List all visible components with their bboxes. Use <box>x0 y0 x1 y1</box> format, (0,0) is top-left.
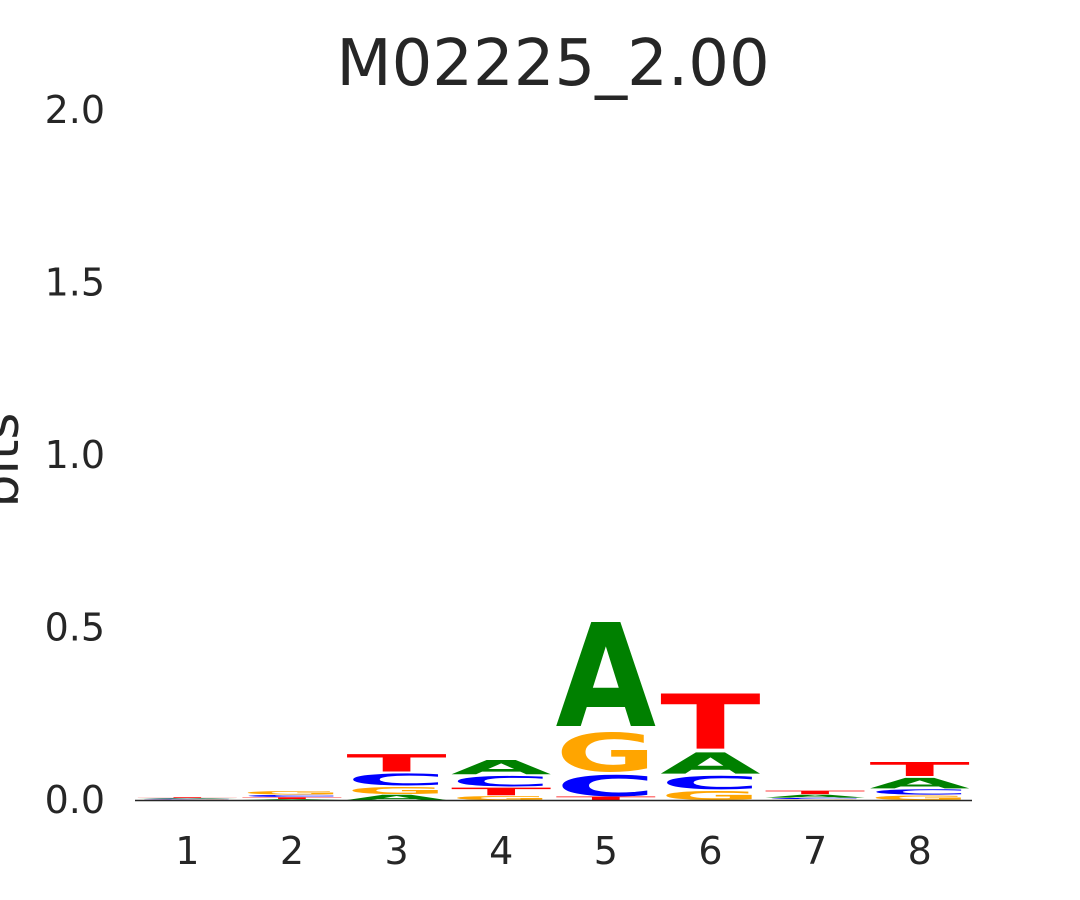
x-tick-label: 3 <box>384 829 408 873</box>
logo-letter-a: A <box>242 799 342 800</box>
logo-letter-c: C <box>346 771 446 789</box>
logo-letter-t: T <box>242 797 342 800</box>
x-tick-label: 6 <box>698 829 722 873</box>
logo-letter-g: G <box>242 791 342 796</box>
y-tick-label: 0.0 <box>45 778 105 822</box>
logo-letter-t: T <box>346 749 447 777</box>
logo-letter-a: A <box>556 594 656 760</box>
y-tick-label: 1.0 <box>45 433 105 477</box>
logo-letter-t: T <box>765 790 865 796</box>
logo-letter-g: G <box>556 722 656 784</box>
x-tick-label: 8 <box>908 829 932 873</box>
logo-letter-a: A <box>346 793 446 801</box>
y-tick-label: 1.5 <box>45 261 105 305</box>
x-tick-label: 2 <box>280 829 304 873</box>
logo-letter-g: G <box>765 799 865 800</box>
logo-letter-t: T <box>137 797 237 798</box>
logo-letter-c: C <box>556 770 656 803</box>
x-tick-label: 1 <box>175 829 199 873</box>
logo-letter-t: T <box>451 786 551 798</box>
logo-letter-g: G <box>451 795 551 801</box>
logo-letter-c: C <box>137 799 237 800</box>
logo-letter-a: A <box>765 794 865 799</box>
x-tick-label: 7 <box>803 829 827 873</box>
logo-letter-t: T <box>869 758 970 780</box>
logo-letter-a: A <box>137 798 237 799</box>
y-axis-ticks: 0.0 0.5 1.0 1.5 2.0 <box>45 88 105 822</box>
logo-letter-t: T <box>660 678 761 767</box>
chart-title: M02225_2.00 <box>336 27 769 101</box>
logo-letter-c: C <box>660 773 760 794</box>
logo-letter-g: G <box>869 794 969 801</box>
x-axis-ticks: 1 2 3 4 5 6 7 8 <box>175 829 932 873</box>
x-tick-label: 5 <box>594 829 618 873</box>
x-tick-label: 4 <box>489 829 513 873</box>
y-tick-label: 2.0 <box>45 88 105 132</box>
logo-letter-c: C <box>451 773 551 789</box>
y-axis-title: bits <box>0 413 31 508</box>
logo-letter-c: C <box>765 797 865 799</box>
y-tick-label: 0.5 <box>45 606 105 650</box>
logo-letter-a: A <box>451 756 552 779</box>
logo-letter-c: C <box>242 794 342 797</box>
logo-letter-t: T <box>556 796 656 802</box>
logo-letter-c: C <box>869 788 969 796</box>
logo-letter-g: G <box>137 799 237 800</box>
logo-letter-a: A <box>660 747 761 781</box>
logo-letter-g: G <box>660 788 760 803</box>
logo-letter-g: G <box>346 785 446 797</box>
logo-letter-a: A <box>869 775 969 792</box>
